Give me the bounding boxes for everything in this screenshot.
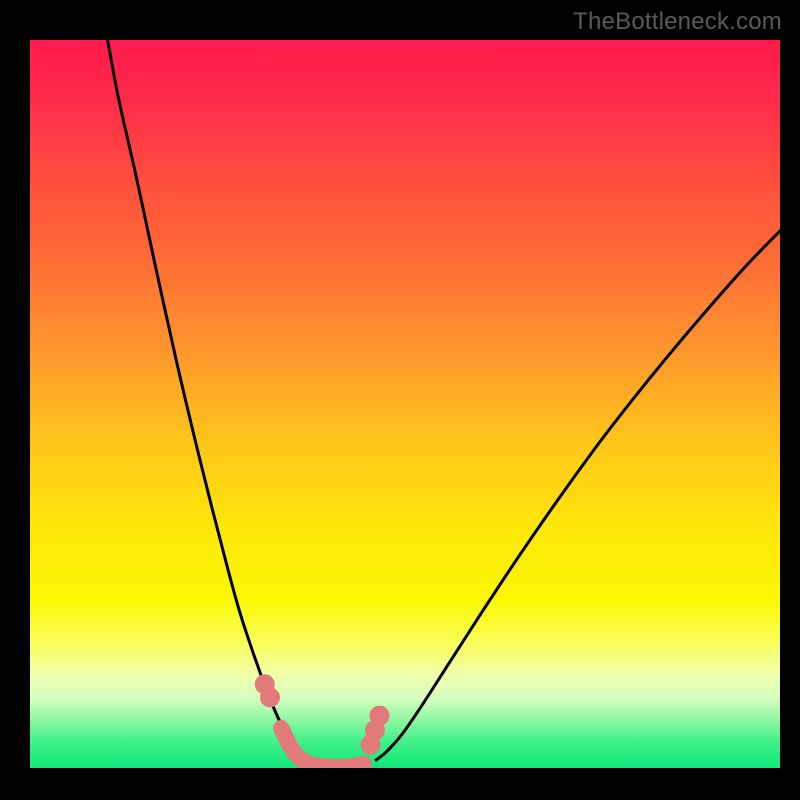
bottleneck-curve-overlay [30, 40, 780, 768]
valley-bead [260, 687, 280, 707]
valley-u-marker [281, 728, 364, 767]
valley-beads-right [361, 706, 390, 755]
plot-area [30, 40, 780, 768]
watermark-text: TheBottleneck.com [573, 8, 782, 36]
valley-bead [361, 735, 381, 755]
curve-left [105, 40, 315, 761]
curve-right [375, 223, 780, 760]
valley-beads-left [255, 674, 280, 707]
